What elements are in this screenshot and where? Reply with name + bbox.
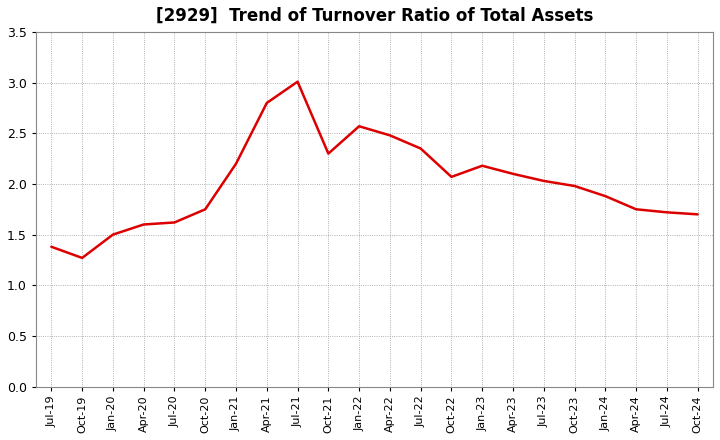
Title: [2929]  Trend of Turnover Ratio of Total Assets: [2929] Trend of Turnover Ratio of Total … (156, 7, 593, 25)
